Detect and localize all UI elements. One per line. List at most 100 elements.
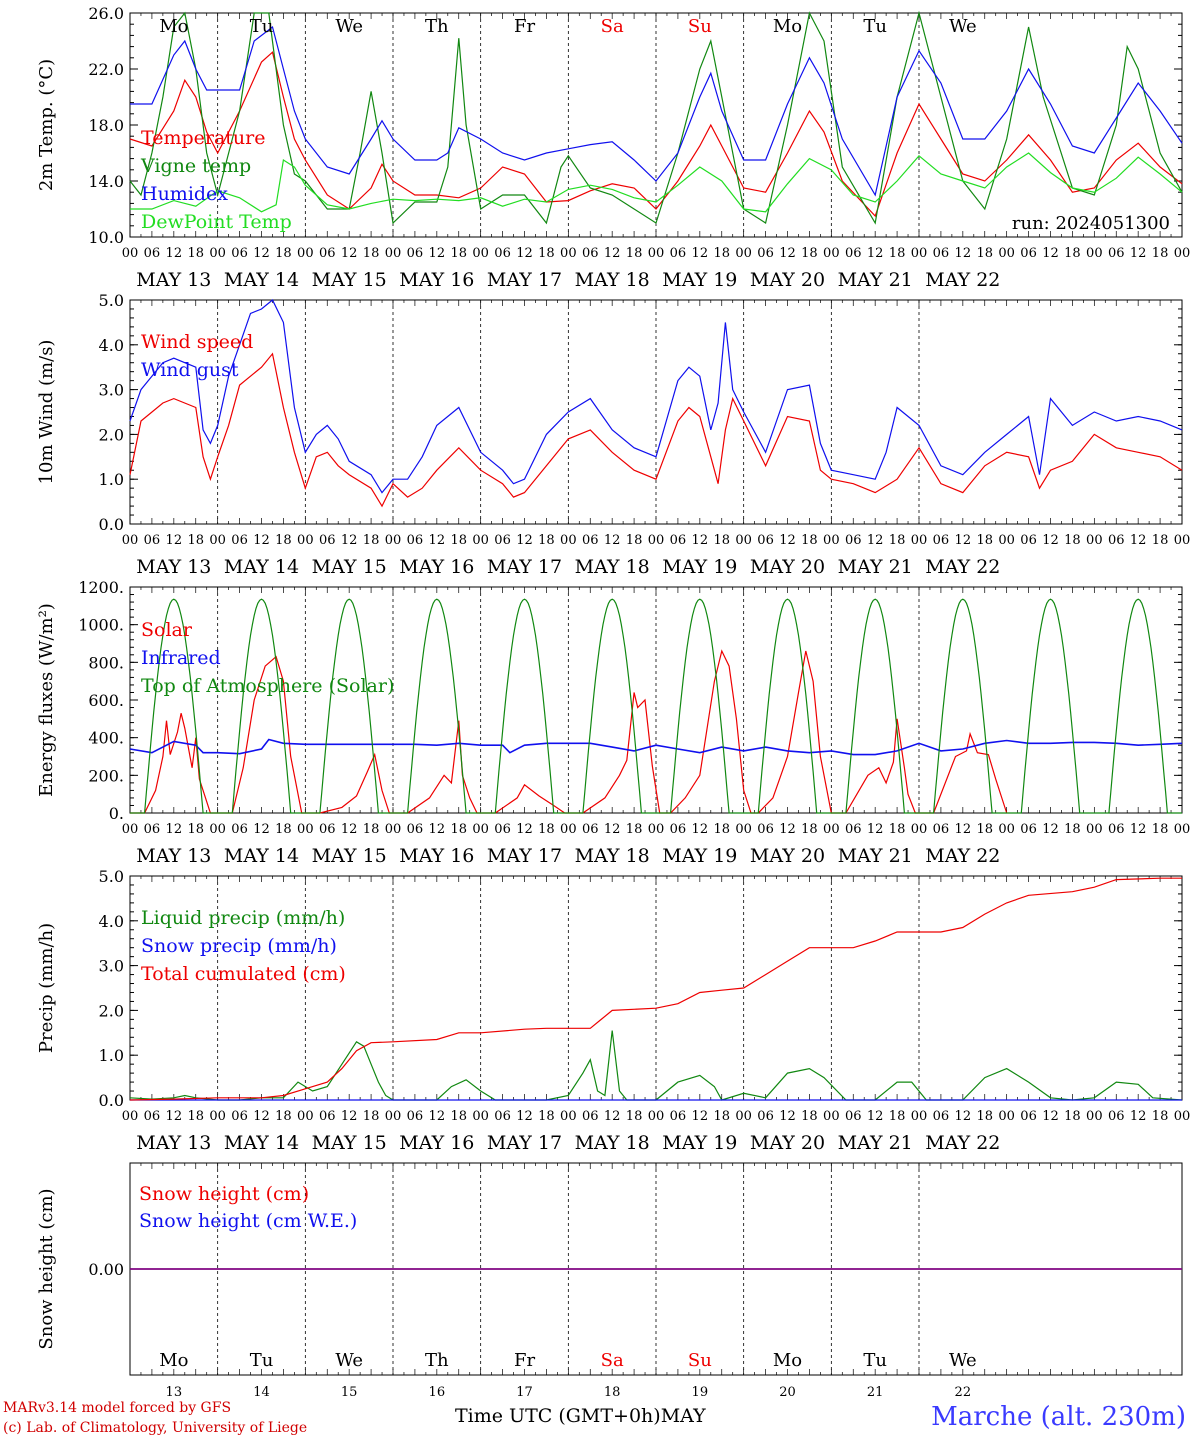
hour-tick-label: 12: [341, 246, 358, 261]
hour-tick-label: 06: [582, 533, 599, 548]
date-label: MAY 15: [312, 556, 387, 578]
hour-tick-label: 00: [911, 246, 928, 261]
hour-tick-label: 00: [735, 246, 752, 261]
panel-4: [129, 875, 1183, 1101]
hour-tick-label: 00: [1174, 1109, 1191, 1124]
day-number-label: 16: [429, 1385, 446, 1400]
hour-tick-label: 00: [1086, 1109, 1103, 1124]
hour-tick-label: 06: [582, 1109, 599, 1124]
hour-tick-label: 18: [275, 822, 292, 837]
hour-tick-label: 18: [801, 822, 818, 837]
day-number-label: 22: [955, 1385, 972, 1400]
hour-tick-label: 12: [1042, 1109, 1059, 1124]
hour-tick-label: 12: [166, 533, 183, 548]
hour-tick-label: 18: [187, 246, 204, 261]
hour-tick-label: 00: [823, 1109, 840, 1124]
date-label: MAY 14: [224, 1132, 299, 1154]
hour-tick-label: 06: [407, 533, 424, 548]
date-label: MAY 16: [399, 1132, 474, 1154]
day-number-label: 21: [867, 1385, 884, 1400]
hour-tick-label: 00: [998, 246, 1015, 261]
hour-tick-label: 06: [1020, 533, 1037, 548]
hour-tick-label: 00: [911, 1109, 928, 1124]
day-number-label: 20: [779, 1385, 796, 1400]
y-tick-label: 3.0: [99, 381, 124, 400]
hour-tick-label: 06: [319, 533, 336, 548]
day-of-week-label: Mo: [773, 16, 802, 37]
hour-tick-label: 18: [626, 822, 643, 837]
hour-tick-label: 06: [144, 1109, 161, 1124]
date-label: MAY 18: [575, 556, 650, 578]
y-axis-label: Energy fluxes (W/m²): [36, 603, 57, 797]
hour-tick-label: 00: [648, 533, 665, 548]
hour-tick-label: 06: [319, 246, 336, 261]
hour-tick-label: 00: [122, 246, 139, 261]
hour-tick-label: 00: [1174, 246, 1191, 261]
panel-3: [129, 586, 1183, 814]
y-tick-label: 18.0: [88, 116, 124, 135]
hour-tick-label: 00: [122, 822, 139, 837]
hour-tick-label: 18: [450, 246, 467, 261]
hour-tick-label: 00: [472, 533, 489, 548]
day-of-week-label: Mo: [159, 16, 188, 37]
y-tick-label: 2.0: [99, 1001, 124, 1020]
hour-tick-label: 18: [538, 822, 555, 837]
hour-tick-label: 00: [998, 822, 1015, 837]
hour-tick-label: 00: [998, 533, 1015, 548]
hour-tick-label: 06: [407, 246, 424, 261]
hour-tick-label: 06: [670, 822, 687, 837]
date-label: MAY 18: [575, 269, 650, 291]
hour-tick-label: 12: [341, 1109, 358, 1124]
hour-tick-label: 12: [516, 246, 533, 261]
hour-tick-label: 06: [231, 822, 248, 837]
date-label: MAY 13: [136, 269, 211, 291]
legend-entry: Infrared: [141, 647, 221, 669]
hour-tick-label: 00: [1086, 822, 1103, 837]
hour-tick-label: 18: [889, 822, 906, 837]
series-line-humidex: [130, 25, 1183, 197]
hour-tick-label: 18: [889, 533, 906, 548]
hour-tick-label: 06: [1108, 1109, 1125, 1124]
day-number-label: 14: [253, 1385, 270, 1400]
hour-tick-label: 00: [122, 1109, 139, 1124]
hour-tick-label: 18: [275, 1109, 292, 1124]
hour-tick-label: 18: [363, 246, 380, 261]
y-tick-label: 22.0: [88, 60, 124, 79]
date-label: MAY 13: [136, 1132, 211, 1154]
hour-tick-label: 12: [955, 246, 972, 261]
hour-tick-label: 18: [1152, 822, 1169, 837]
hour-tick-label: 18: [538, 533, 555, 548]
y-tick-label: 3.0: [99, 957, 124, 976]
hour-tick-label: 00: [1174, 533, 1191, 548]
hour-tick-label: 00: [735, 822, 752, 837]
hour-tick-label: 18: [450, 533, 467, 548]
hour-tick-label: 00: [209, 246, 226, 261]
hour-tick-label: 12: [166, 246, 183, 261]
y-tick-label: 0.0: [99, 1091, 124, 1110]
run-annotation: run: 2024051300: [1012, 213, 1170, 234]
hour-tick-label: 18: [801, 533, 818, 548]
hour-tick-label: 12: [516, 822, 533, 837]
hour-tick-label: 12: [516, 533, 533, 548]
meteogram: 10.0 14.0 18.0 22.0 26.0 2m Temp. (°C) Tempera…: [36, 4, 1191, 1400]
legend-entry: Humidex: [141, 183, 228, 205]
day-of-week-label: We: [949, 1350, 977, 1371]
hour-tick-label: 12: [1130, 822, 1147, 837]
day-number-label: 17: [516, 1385, 533, 1400]
y-axis-label: 10m Wind (m/s): [36, 340, 57, 485]
hour-tick-label: 00: [297, 1109, 314, 1124]
hour-tick-label: 06: [582, 246, 599, 261]
y-axis-label: 2m Temp. (°C): [36, 59, 57, 191]
hour-tick-label: 00: [1086, 533, 1103, 548]
hour-tick-label: 06: [757, 822, 774, 837]
hour-tick-label: 06: [494, 246, 511, 261]
hour-tick-label: 06: [1020, 1109, 1037, 1124]
date-label: MAY 13: [136, 556, 211, 578]
hour-tick-label: 00: [560, 822, 577, 837]
hour-tick-label: 06: [144, 822, 161, 837]
hour-tick-label: 12: [779, 533, 796, 548]
day-of-week-label: Sa: [601, 16, 624, 37]
hour-tick-label: 12: [692, 822, 709, 837]
day-of-week-label: Mo: [159, 1350, 188, 1371]
hour-tick-label: 06: [1108, 822, 1125, 837]
